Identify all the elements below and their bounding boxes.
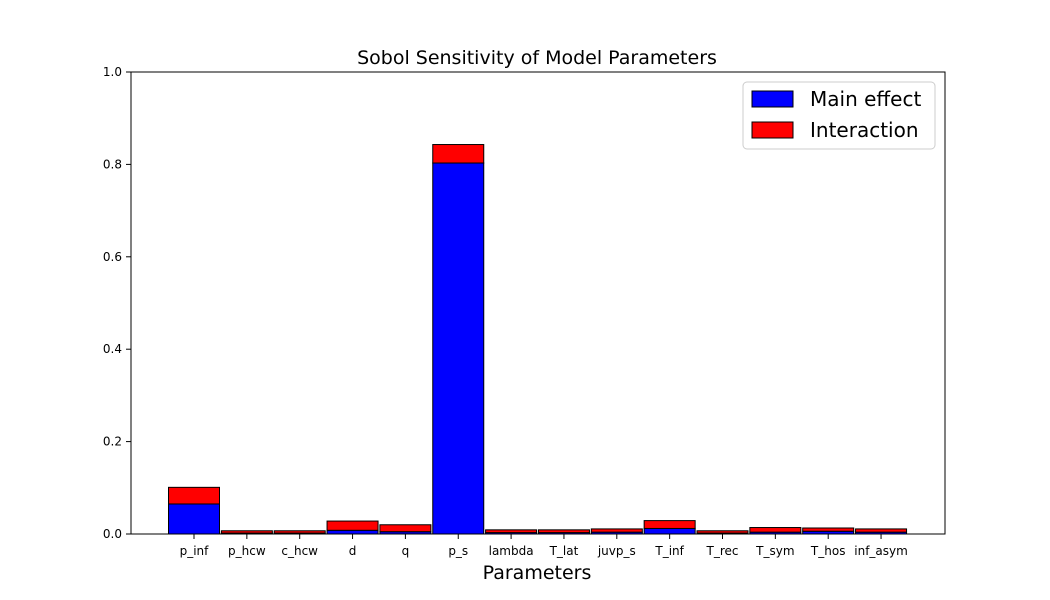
- y-tick-label: 0.0: [103, 527, 122, 541]
- x-tick-label: q: [402, 544, 410, 558]
- y-tick-label: 0.4: [103, 342, 122, 356]
- x-axis: p_inf p_hcw c_hcw d q p_s lambda T_lat juvp_s T_i…: [180, 534, 908, 558]
- bar-interaction-p_s: [432, 144, 485, 164]
- bar-interaction-p_hcw: [220, 530, 273, 534]
- bar-interaction-T_sym: [749, 527, 802, 533]
- bar-interaction-d: [326, 520, 379, 531]
- legend-swatch-interaction: [751, 121, 794, 139]
- x-tick-label: juvp_s: [597, 544, 636, 558]
- x-tick-label: T_lat: [549, 544, 579, 558]
- x-tick-label: p_hcw: [228, 544, 266, 558]
- x-tick-label: lambda: [489, 544, 534, 558]
- bar-interaction-T_hos: [802, 527, 855, 532]
- y-tick-label: 0.6: [103, 250, 122, 264]
- y-tick-label: 1.0: [103, 65, 122, 79]
- bar-main-effect-T_inf: [643, 527, 696, 535]
- bar-main-effect-p_s: [432, 162, 485, 535]
- y-axis: 0.0 0.2 0.4 0.6 0.8 1.0: [103, 65, 131, 541]
- chart-title: Sobol Sensitivity of Model Parameters: [357, 47, 717, 69]
- bar-interaction-c_hcw: [273, 530, 326, 534]
- x-tick-label: d: [349, 544, 357, 558]
- x-tick-label: p_inf: [180, 544, 210, 558]
- y-tick-label: 0.2: [103, 435, 122, 449]
- bar-main-effect-d: [326, 529, 379, 535]
- x-tick-label: c_hcw: [281, 544, 318, 558]
- plot-frame: [130, 71, 946, 535]
- bar-interaction-inf_asym: [855, 528, 908, 533]
- bar-interaction-T_rec: [696, 530, 749, 534]
- x-axis-title: Parameters: [483, 562, 592, 584]
- bar-interaction-T_inf: [643, 520, 696, 529]
- bar-interaction-p_inf: [168, 486, 220, 505]
- bar-interaction-T_lat: [537, 529, 590, 534]
- x-tick-label: T_hos: [810, 544, 846, 558]
- x-tick-label: T_inf: [654, 544, 684, 558]
- bar-interaction-lambda: [485, 529, 538, 534]
- y-tick-label: 0.8: [103, 157, 122, 171]
- bar-interaction-q: [379, 524, 432, 533]
- legend-swatch-main-effect: [751, 90, 794, 108]
- legend-label-main-effect: Main effect: [810, 87, 921, 111]
- plot-area: [168, 144, 908, 535]
- x-tick-label: p_s: [448, 544, 468, 558]
- bar-main-effect-p_inf: [168, 503, 220, 535]
- x-tick-label: inf_asym: [854, 544, 908, 558]
- legend-label-interaction: Interaction: [810, 118, 919, 142]
- legend: Main effect Interaction: [742, 81, 936, 150]
- x-tick-label: T_rec: [706, 544, 739, 558]
- x-tick-label: T_sym: [755, 544, 794, 558]
- bar-interaction-juvp_s: [590, 528, 643, 533]
